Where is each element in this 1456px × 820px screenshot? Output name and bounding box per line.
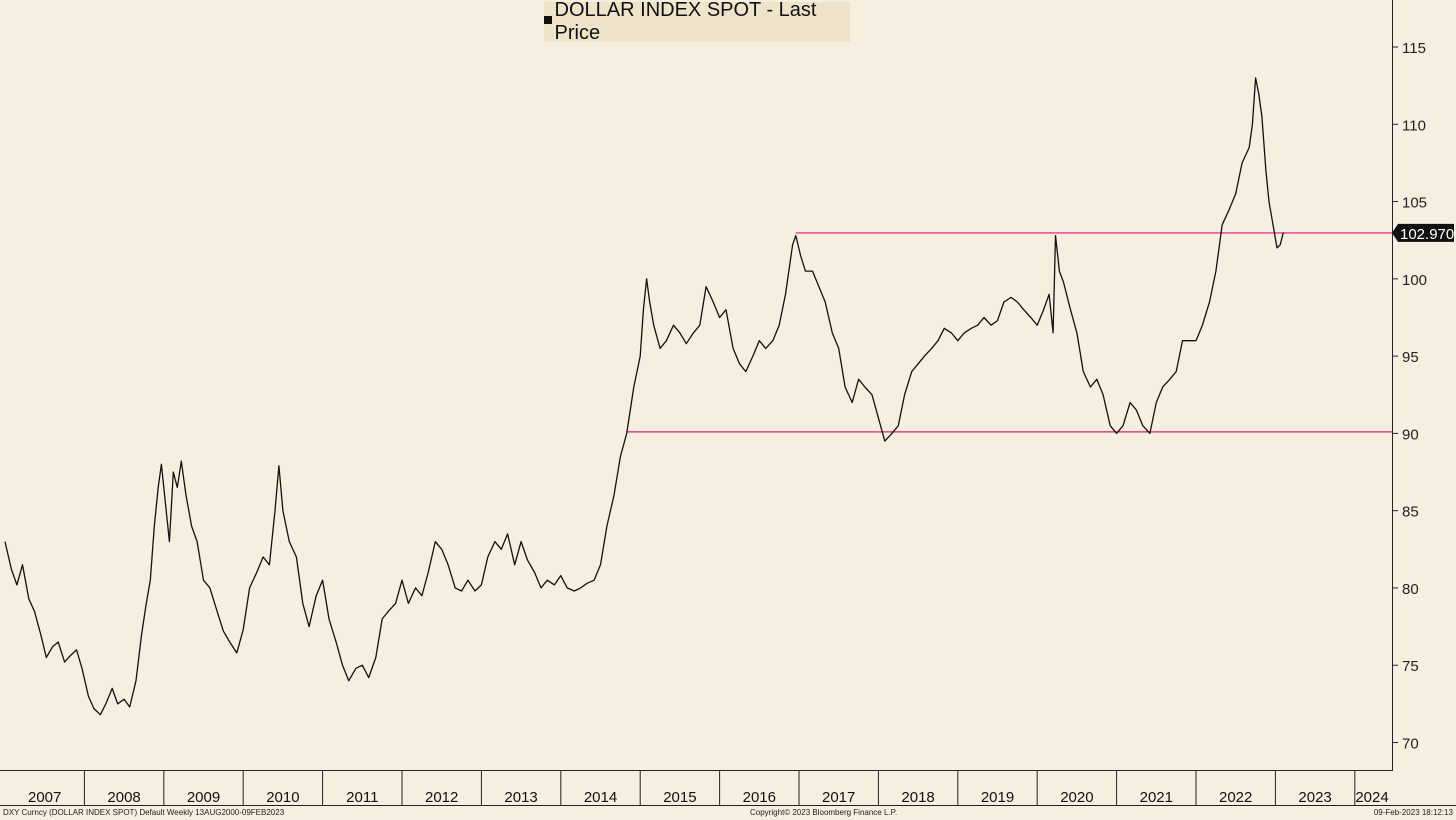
series-line-dxy — [4, 77, 1284, 716]
legend-swatch-icon — [544, 16, 552, 24]
x-tick-label: 2012 — [425, 789, 458, 806]
chart-legend: DOLLAR INDEX SPOT - Last Price — [544, 0, 850, 44]
x-tick-label: 2017 — [822, 789, 855, 806]
last-price-label: 102.970 — [1400, 226, 1454, 243]
x-tick-label: 2021 — [1140, 789, 1173, 806]
x-tick-label: 2019 — [981, 789, 1014, 806]
x-tick-label: 2016 — [743, 789, 776, 806]
y-tick-label: 100 — [1402, 272, 1427, 289]
x-tick-label: 2008 — [107, 789, 140, 806]
y-tick-label: 85 — [1402, 504, 1419, 521]
x-tick-label: 2014 — [584, 789, 617, 806]
footer-source: DXY Curncy (DOLLAR INDEX SPOT) Default W… — [3, 808, 285, 817]
x-tick-label: 2023 — [1298, 789, 1331, 806]
last-price-tag — [1392, 223, 1454, 242]
y-tick-label: 90 — [1402, 426, 1419, 443]
footer-copyright: Copyright© 2023 Bloomberg Finance L.P. — [750, 808, 898, 817]
x-tick-label: 2007 — [28, 789, 61, 806]
y-tick-label: 105 — [1402, 195, 1427, 212]
y-tick-label: 75 — [1402, 658, 1419, 675]
x-tick-label: 2013 — [504, 789, 537, 806]
y-tick-label: 115 — [1402, 40, 1426, 57]
x-tick-label: 2022 — [1219, 789, 1252, 806]
chart-title: DOLLAR INDEX SPOT - Last Price — [554, 0, 817, 44]
y-tick-label: 80 — [1402, 581, 1419, 598]
y-tick-label: 110 — [1402, 117, 1426, 134]
y-tick-label: 70 — [1402, 736, 1419, 753]
y-tick-label: 95 — [1402, 349, 1419, 366]
footer-timestamp: 09-Feb-2023 18:12:13 — [1373, 808, 1453, 817]
x-tick-label: 2015 — [663, 789, 696, 806]
x-tick-label: 2009 — [187, 789, 220, 806]
x-tick-label: 2010 — [266, 789, 299, 806]
x-tick-label: 2011 — [346, 789, 378, 806]
x-tick-label: 2018 — [901, 789, 934, 806]
x-tick-label: 2020 — [1060, 789, 1093, 806]
x-tick-label: 2024 — [1355, 789, 1388, 806]
